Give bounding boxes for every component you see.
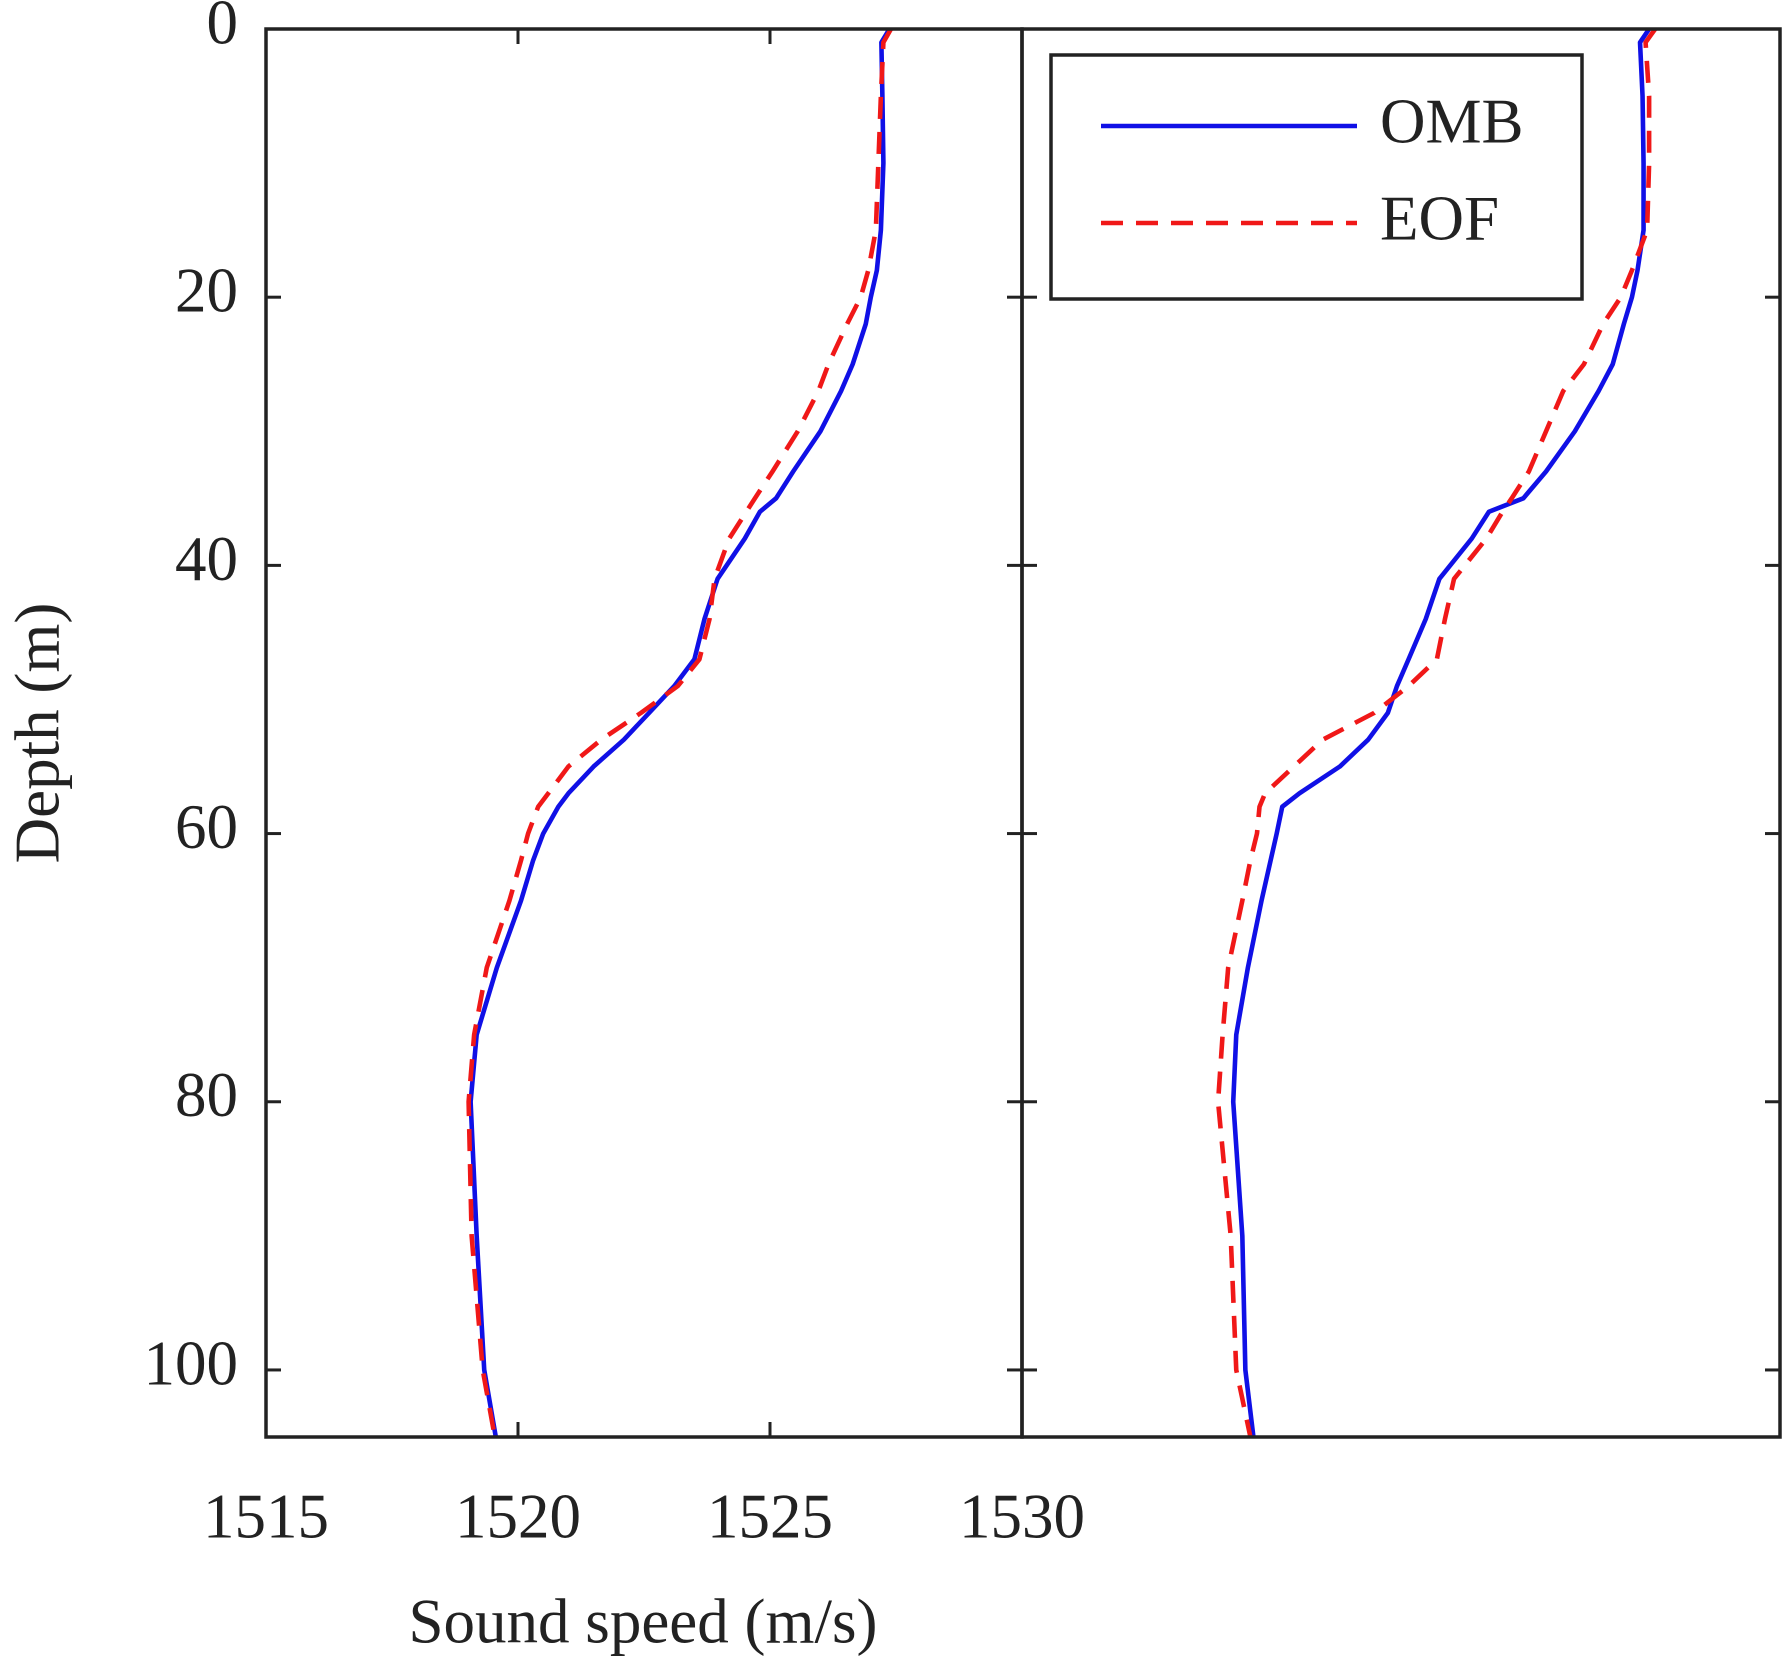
y-tick-label: 60 xyxy=(175,792,238,862)
y-tick-label: 0 xyxy=(207,0,239,57)
data-line xyxy=(466,29,893,1437)
x-axis-label: Sound speed (m/s) xyxy=(409,1586,878,1656)
y-tick-label: 80 xyxy=(175,1060,238,1130)
x-tick-label: 1515 xyxy=(203,1481,329,1551)
y-tick-label: 20 xyxy=(175,256,238,326)
data-line xyxy=(1230,29,1652,1437)
y-tick-label: 40 xyxy=(175,524,238,594)
y-tick-label: 100 xyxy=(144,1328,239,1398)
data-line xyxy=(468,29,892,1437)
x-tick-label: 1530 xyxy=(959,1481,1085,1551)
y-axis-label: Depth (m) xyxy=(2,603,72,864)
legend-label: OMB xyxy=(1380,86,1524,156)
data-line xyxy=(1215,29,1658,1437)
x-tick-label: 1525 xyxy=(707,1481,833,1551)
x-tick-label: 1520 xyxy=(455,1481,581,1551)
plot-frame xyxy=(264,27,1024,1439)
legend-label: EOF xyxy=(1380,183,1499,253)
legend-box xyxy=(1049,53,1584,301)
plot-frame xyxy=(1020,27,1782,1439)
